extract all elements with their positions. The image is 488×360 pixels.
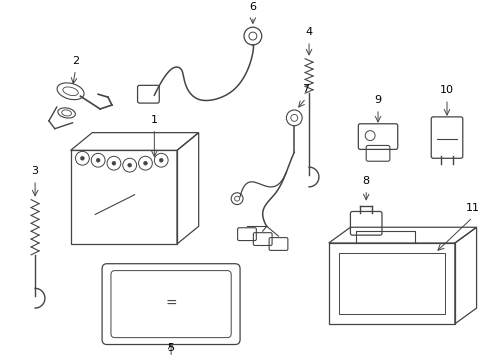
Text: 4: 4 [305,27,312,37]
Text: 11: 11 [465,203,479,213]
Circle shape [112,161,116,165]
Circle shape [80,156,84,160]
Circle shape [127,163,131,167]
Circle shape [159,158,163,162]
Text: 9: 9 [374,95,381,105]
Circle shape [96,158,100,162]
Text: =: = [165,297,177,311]
Text: 1: 1 [150,115,158,125]
Text: 6: 6 [249,3,256,12]
Circle shape [143,161,147,165]
Text: 7: 7 [302,84,309,94]
Text: 8: 8 [362,176,369,186]
Text: 10: 10 [439,85,453,95]
Text: 2: 2 [72,56,79,66]
Text: 3: 3 [32,166,39,176]
Text: 5: 5 [167,343,174,354]
